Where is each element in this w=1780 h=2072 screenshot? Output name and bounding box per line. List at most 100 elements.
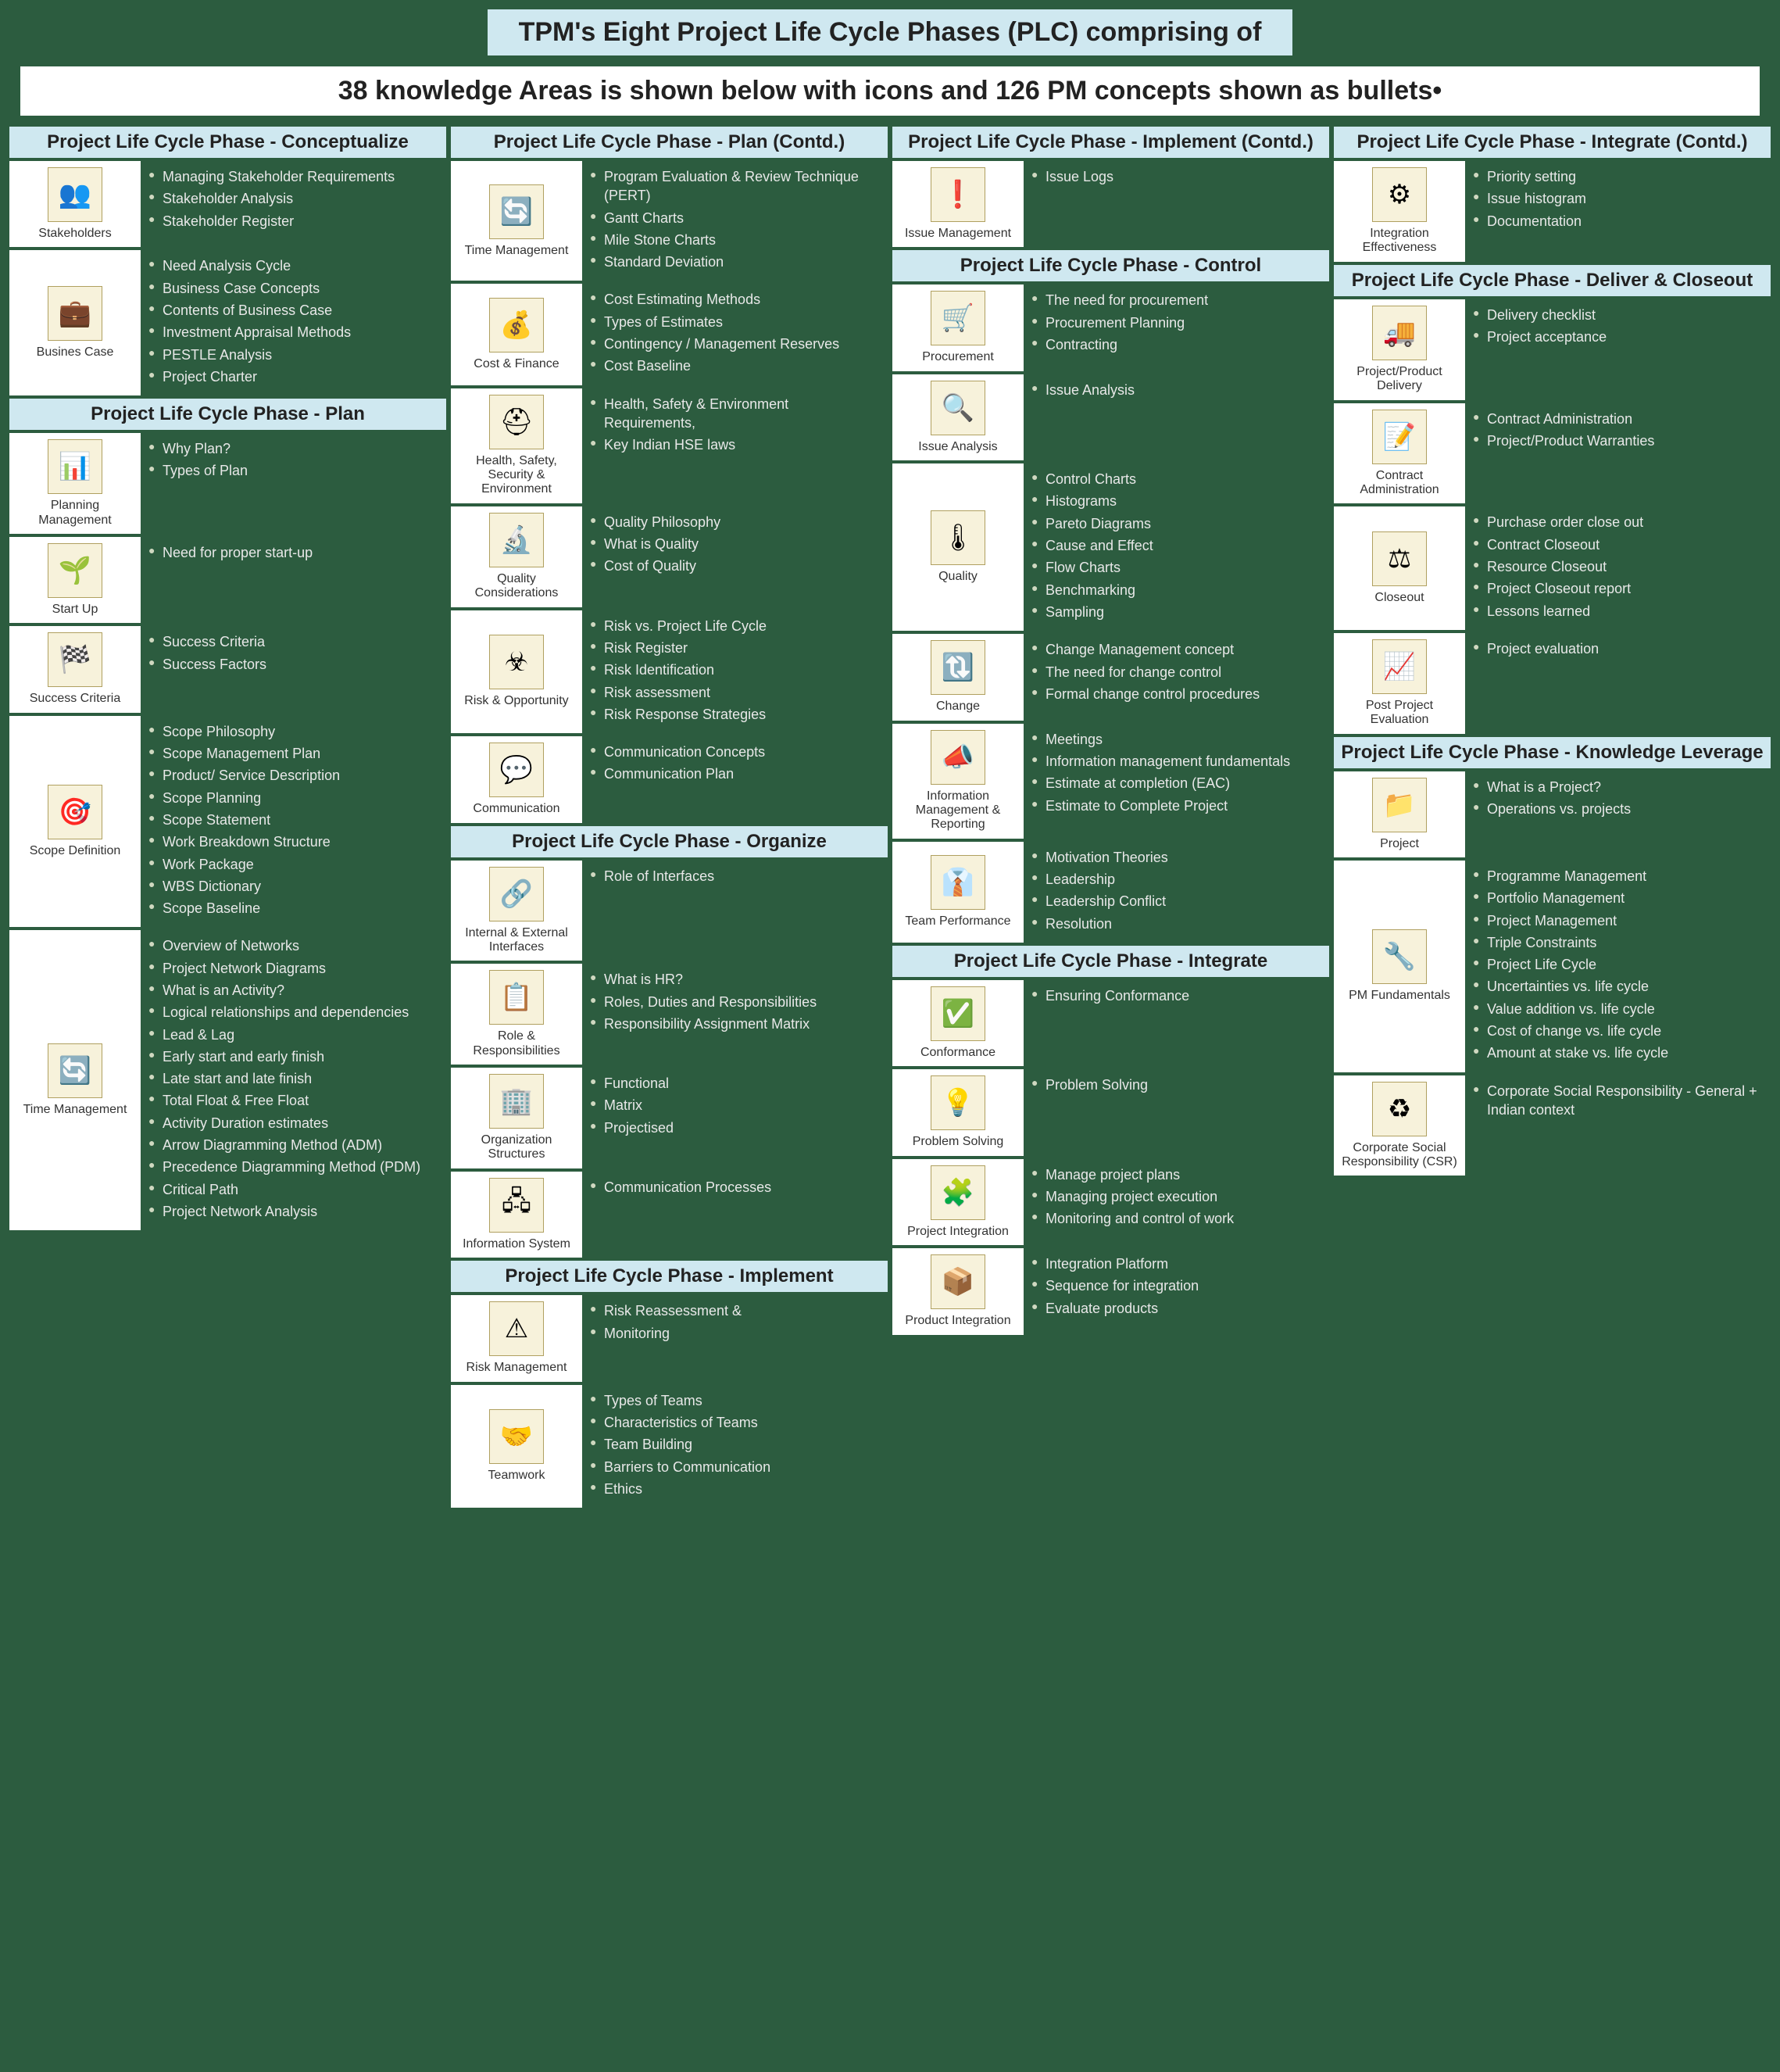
area-icon: 📊 [48,439,102,494]
area-label: Time Management [465,244,569,258]
area-icon-cell: 🚚Project/Product Delivery [1334,299,1467,400]
area-icon-cell: 📣Information Management & Reporting [892,724,1025,839]
area-bullets: Ensuring Conformance [1025,980,1329,1066]
area-icon: 🔧 [1372,929,1427,984]
knowledge-area: ⛑Health, Safety, Security & EnvironmentH… [451,388,888,503]
knowledge-area: 📣Information Management & Reporting Meeti… [892,724,1329,839]
area-label: Project Integration [907,1225,1009,1239]
knowledge-area: 🧩 Project Integration Manage project plans… [892,1159,1329,1245]
bullet-item: Success Factors [147,655,440,674]
area-icon-cell: ❗Issue Management [892,161,1025,247]
bullet-item: Purchase order close out [1471,513,1764,531]
area-icon-cell: 🖧Information System [451,1172,584,1258]
bullet-item: Work Package [147,855,440,874]
bullet-item: Risk Register [588,639,881,657]
knowledge-area: 🔧PM FundamentalsProgramme ManagementPort… [1334,861,1771,1072]
area-icon: 📦 [931,1254,985,1309]
area-icon-cell: 🌱Start Up [9,537,142,623]
bullet-item: Communication Processes [588,1178,881,1197]
area-label: Health, Safety, Security & Environment [454,454,579,497]
page-subtitle: 38 knowledge Areas is shown below with i… [20,66,1760,116]
bullet-item: Cost of change vs. life cycle [1471,1022,1764,1040]
area-label: Time Management [23,1103,127,1117]
bullet-item: Operations vs. projects [1471,800,1764,818]
bullet-item: Meetings [1030,730,1323,749]
phase-header: Project Life Cycle Phase - Control [892,250,1329,281]
bullet-item: Monitoring [588,1324,881,1343]
knowledge-area: 🌡QualityControl ChartsHistogramsPareto D… [892,463,1329,631]
bullet-item: Lessons learned [1471,602,1764,621]
bullet-item: Project Management [1471,911,1764,930]
knowledge-area: 🌱Start Up Need for proper start-up [9,537,446,623]
area-bullets: Need Analysis CycleBusiness Case Concept… [142,250,446,395]
bullet-item: Health, Safety & Environment Requirement… [588,395,881,433]
area-icon-cell: 🎯Scope Definition [9,716,142,928]
area-bullets: Types of TeamsCharacteristics of TeamsTe… [584,1385,888,1508]
bullet-item: Corporate Social Responsibility - Genera… [1471,1082,1764,1120]
area-bullets: Success CriteriaSuccess Factors [142,626,446,712]
bullet-item: Managing project execution [1030,1187,1323,1206]
knowledge-area: 👥StakeholdersManaging Stakeholder Requir… [9,161,446,247]
area-bullets: The need for procurement Procurement Plan… [1025,284,1329,370]
area-icon: 💡 [931,1075,985,1130]
bullet-item: Sequence for integration [1030,1276,1323,1295]
bullet-item: Critical Path [147,1180,440,1199]
bullet-item: Project/Product Warranties [1471,431,1764,450]
area-label: Stakeholders [38,227,111,241]
area-bullets: Manage project plansManaging project exe… [1025,1159,1329,1245]
area-icon: 🤝 [489,1409,544,1464]
knowledge-area: 🖧Information SystemCommunication Process… [451,1172,888,1258]
area-bullets: Communication ConceptsCommunication Plan [584,736,888,822]
area-label: Quality [938,570,978,584]
bullet-item: Role of Interfaces [588,867,881,886]
bullet-item: Standard Deviation [588,252,881,271]
bullet-item: What is a Project? [1471,778,1764,796]
bullet-item: Risk Identification [588,660,881,679]
bullet-item: Scope Statement [147,811,440,829]
bullet-item: PESTLE Analysis [147,345,440,364]
area-bullets: Risk Reassessment &Monitoring [584,1295,888,1381]
area-bullets: Contract Administration Project/Product W… [1467,403,1771,504]
bullet-item: Lead & Lag [147,1025,440,1044]
area-icon-cell: 💼Busines Case [9,250,142,395]
bullet-item: Project acceptance [1471,327,1764,346]
area-label: Product Integration [905,1314,1010,1328]
bullet-item: Contract Administration [1471,410,1764,428]
bullet-item: Procurement Planning [1030,313,1323,332]
bullet-item: Change Management concept [1030,640,1323,659]
knowledge-area: ♻Corporate Social Responsibility (CSR)Co… [1334,1075,1771,1176]
phase-header: Project Life Cycle Phase - Plan [9,399,446,430]
area-label: Communication [473,802,559,816]
bullet-item: The need for procurement [1030,291,1323,310]
bullet-item: Monitoring and control of work [1030,1209,1323,1228]
bullet-item: Project Life Cycle [1471,955,1764,974]
area-icon: 📁 [1372,778,1427,832]
knowledge-area: 🔍Issue AnalysisIssue Analysis [892,374,1329,460]
bullet-item: Project evaluation [1471,639,1764,658]
bullet-item: Communication Plan [588,764,881,783]
bullet-item: Managing Stakeholder Requirements [147,167,440,186]
bullet-item: Program Evaluation & Review Technique (P… [588,167,881,206]
knowledge-area: 📦Product IntegrationIntegration Platform… [892,1248,1329,1334]
area-bullets: Need for proper start-up [142,537,446,623]
area-icon-cell: 🔄Time Management [451,161,584,281]
knowledge-area: 🤝 Teamwork Types of TeamsCharacteristics o… [451,1385,888,1508]
bullet-item: Issue histogram [1471,189,1764,208]
bullet-item: Resource Closeout [1471,557,1764,576]
area-icon: 💬 [489,743,544,797]
bullet-item: Mile Stone Charts [588,231,881,249]
bullet-item: Flow Charts [1030,558,1323,577]
knowledge-area: 💰Cost & FinanceCost Estimating MethodsTy… [451,284,888,385]
area-icon-cell: ⚠Risk Management [451,1295,584,1381]
bullet-item: Arrow Diagramming Method (ADM) [147,1136,440,1154]
area-icon: 🧩 [931,1165,985,1220]
area-icon: 🔃 [931,640,985,695]
bullet-item: Motivation Theories [1030,848,1323,867]
bullet-item: Scope Planning [147,789,440,807]
knowledge-area: ✅ConformanceEnsuring Conformance [892,980,1329,1066]
area-label: Planning Management [13,499,138,528]
area-icon-cell: 🔗Internal & External Interfaces [451,861,584,961]
bullet-item: Need for proper start-up [147,543,440,562]
bullet-item: Leadership [1030,870,1323,889]
area-label: Teamwork [488,1469,545,1483]
